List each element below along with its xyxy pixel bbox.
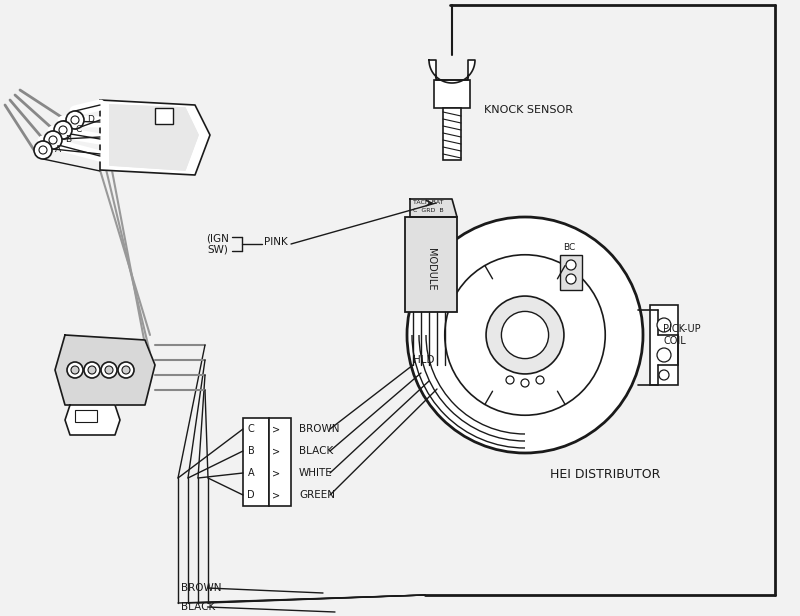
Polygon shape	[65, 405, 120, 435]
Circle shape	[67, 362, 83, 378]
Text: BROWN: BROWN	[299, 424, 339, 434]
Polygon shape	[429, 60, 475, 83]
Polygon shape	[410, 199, 457, 217]
Circle shape	[54, 121, 72, 139]
Bar	[650, 305, 678, 385]
Circle shape	[39, 146, 47, 154]
Polygon shape	[55, 335, 155, 405]
Text: >: >	[272, 446, 280, 456]
Text: GREEN: GREEN	[299, 490, 335, 500]
Bar	[405, 217, 457, 312]
Text: HLD: HLD	[413, 355, 434, 365]
Polygon shape	[100, 100, 210, 175]
Circle shape	[66, 111, 84, 129]
Text: BROWN: BROWN	[181, 583, 222, 593]
Text: C: C	[75, 126, 82, 134]
Bar	[155, 108, 173, 124]
Circle shape	[71, 116, 79, 124]
Circle shape	[566, 260, 576, 270]
Polygon shape	[110, 105, 198, 170]
Circle shape	[105, 366, 113, 374]
Text: KNOCK SENSOR: KNOCK SENSOR	[484, 105, 573, 115]
Circle shape	[502, 312, 549, 359]
Circle shape	[659, 370, 669, 380]
Circle shape	[49, 136, 57, 144]
Text: WHITE: WHITE	[299, 468, 333, 478]
Text: BLACK: BLACK	[299, 446, 334, 456]
Text: >: >	[272, 468, 280, 478]
Bar	[434, 80, 470, 108]
Circle shape	[122, 366, 130, 374]
Text: PINK: PINK	[264, 237, 288, 247]
Bar	[75, 410, 97, 422]
Circle shape	[536, 376, 544, 384]
Circle shape	[657, 348, 671, 362]
Text: D: D	[247, 490, 255, 500]
Circle shape	[59, 126, 67, 134]
Text: D: D	[87, 116, 94, 124]
Circle shape	[88, 366, 96, 374]
Circle shape	[44, 131, 62, 149]
Circle shape	[407, 217, 643, 453]
Text: B: B	[65, 136, 71, 145]
Text: HEI DISTRIBUTOR: HEI DISTRIBUTOR	[550, 469, 660, 482]
Bar	[443, 108, 461, 160]
Text: MODULE: MODULE	[426, 248, 436, 291]
Bar	[269, 418, 291, 506]
Circle shape	[118, 362, 134, 378]
Text: A: A	[248, 468, 254, 478]
Text: BLACK: BLACK	[181, 602, 215, 612]
Text: (IGN
SW): (IGN SW)	[206, 233, 230, 255]
Circle shape	[71, 366, 79, 374]
Circle shape	[657, 318, 671, 332]
Text: B: B	[248, 446, 254, 456]
Circle shape	[486, 296, 564, 374]
Circle shape	[566, 274, 576, 284]
Text: C  GRD  B: C GRD B	[413, 208, 444, 213]
Text: >: >	[272, 424, 280, 434]
Text: TACH BAT: TACH BAT	[413, 200, 443, 206]
Circle shape	[34, 141, 52, 159]
Text: C: C	[248, 424, 254, 434]
Bar	[560, 255, 582, 290]
Circle shape	[101, 362, 117, 378]
Text: A: A	[55, 145, 61, 155]
Text: BC: BC	[563, 243, 575, 251]
Circle shape	[521, 379, 529, 387]
Bar	[243, 418, 269, 506]
Circle shape	[506, 376, 514, 384]
Text: PICK-UP
COIL: PICK-UP COIL	[663, 324, 701, 346]
Text: >: >	[272, 490, 280, 500]
Circle shape	[84, 362, 100, 378]
Circle shape	[445, 255, 606, 415]
